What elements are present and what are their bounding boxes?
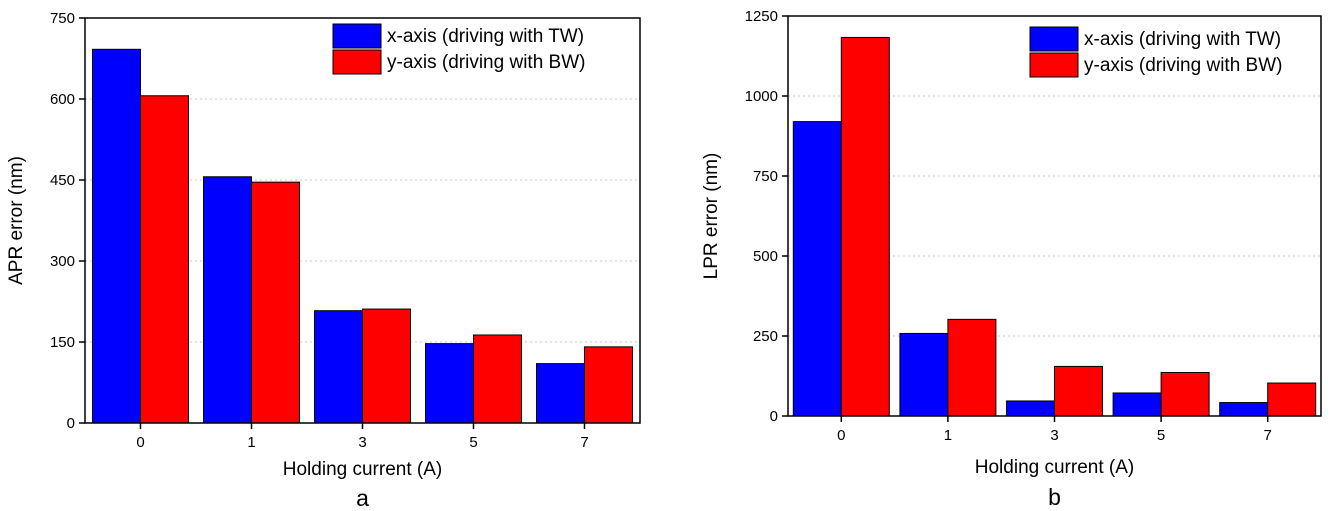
x-tick-label: 7 bbox=[580, 434, 588, 451]
y-axis-title: LPR error (nm) bbox=[701, 153, 722, 280]
bar-x-axis-0 bbox=[92, 48, 141, 424]
legend: x-axis (driving with TW) y-axis (driving … bbox=[1029, 26, 1282, 78]
y-tick-label: 450 bbox=[50, 172, 75, 189]
x-tick-label: 5 bbox=[1157, 427, 1165, 444]
x-tick-label: 5 bbox=[469, 434, 477, 451]
bar-y-axis-1 bbox=[251, 181, 300, 424]
legend-label-x-axis: x-axis (driving with TW) bbox=[387, 26, 584, 47]
y-axis-title: APR error (nm) bbox=[6, 156, 27, 285]
legend-label-y-axis: y-axis (driving with BW) bbox=[1084, 55, 1282, 76]
y-tick-label: 500 bbox=[753, 248, 778, 265]
bar-x-axis-1 bbox=[203, 176, 252, 424]
chart-panel-a: 0 150 300 450 600 750 0 1 3 5 7 Holding current (A)… bbox=[6, 10, 641, 511]
y-tick-label: 0 bbox=[770, 408, 778, 425]
bar-y-axis-5 bbox=[1160, 371, 1210, 417]
legend-label-y-axis: y-axis (driving with BW) bbox=[387, 52, 585, 73]
legend-label-x-axis: x-axis (driving with TW) bbox=[1084, 29, 1281, 50]
bar-x-axis-1 bbox=[899, 332, 949, 417]
bar-x-axis-7 bbox=[1219, 402, 1269, 417]
bar-y-axis-3 bbox=[362, 308, 411, 424]
x-tick-label: 7 bbox=[1264, 427, 1272, 444]
y-tick-label: 0 bbox=[67, 415, 75, 432]
x-tick-label: 3 bbox=[1050, 427, 1058, 444]
y-tick-label: 600 bbox=[50, 91, 75, 108]
bar-y-axis-3 bbox=[1054, 365, 1103, 417]
x-axis-title: Holding current (A) bbox=[283, 459, 442, 480]
bar-y-axis-7 bbox=[1267, 382, 1317, 417]
bar-x-axis-5 bbox=[1112, 392, 1162, 417]
y-tick-label: 1250 bbox=[745, 8, 778, 25]
bar-y-axis-0 bbox=[840, 36, 890, 417]
y-tick-label: 150 bbox=[50, 334, 75, 351]
bar-y-axis-0 bbox=[140, 95, 189, 424]
x-tick-label: 1 bbox=[247, 434, 255, 451]
x-tick-label: 0 bbox=[837, 427, 845, 444]
y-tick-label: 750 bbox=[753, 168, 778, 185]
legend: x-axis (driving with TW) y-axis (driving … bbox=[332, 23, 585, 75]
panel-label: a bbox=[356, 485, 369, 511]
bar-y-axis-5 bbox=[473, 334, 522, 424]
bar-x-axis-0 bbox=[792, 121, 842, 417]
bar-y-axis-7 bbox=[584, 346, 633, 424]
bar-y-axis-1 bbox=[947, 318, 997, 417]
legend-swatch-x-axis bbox=[1029, 26, 1079, 52]
chart-panel-b: 0 250 500 750 1000 1250 0 1 3 5 7 Holding current (… bbox=[701, 8, 1322, 510]
x-tick-label: 0 bbox=[136, 434, 144, 451]
legend-swatch-x-axis bbox=[332, 23, 382, 49]
bar-x-axis-5 bbox=[425, 343, 474, 424]
x-tick-label: 1 bbox=[944, 427, 952, 444]
bar-x-axis-3 bbox=[314, 310, 363, 424]
bar-x-axis-3 bbox=[1006, 400, 1055, 417]
legend-swatch-y-axis bbox=[332, 49, 382, 75]
panel-label: b bbox=[1048, 484, 1061, 510]
x-tick-label: 3 bbox=[358, 434, 366, 451]
y-tick-label: 1000 bbox=[745, 88, 778, 105]
y-tick-label: 750 bbox=[50, 10, 75, 27]
y-tick-label: 300 bbox=[50, 253, 75, 270]
bar-x-axis-7 bbox=[536, 363, 585, 424]
x-axis-title: Holding current (A) bbox=[975, 457, 1134, 478]
legend-swatch-y-axis bbox=[1029, 52, 1079, 78]
y-tick-label: 250 bbox=[753, 328, 778, 345]
